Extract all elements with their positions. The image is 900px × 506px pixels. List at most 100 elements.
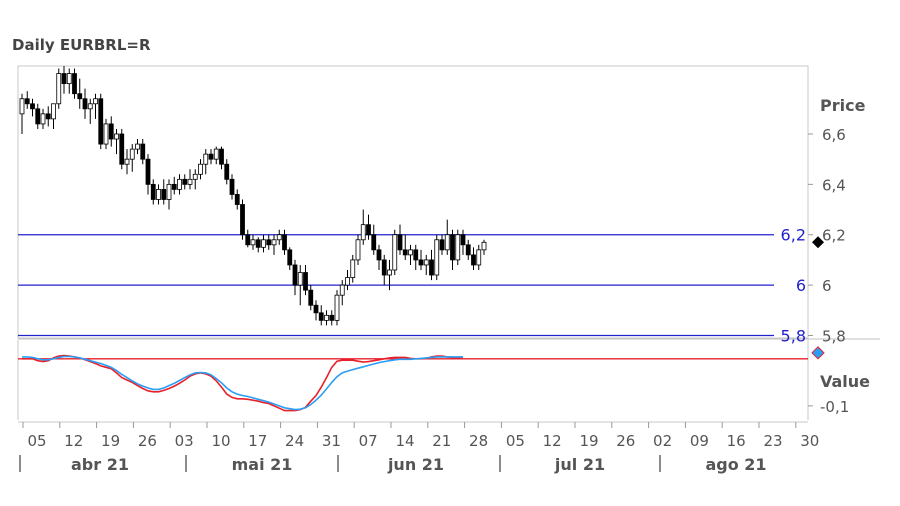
last-value-marker bbox=[811, 346, 825, 360]
candle-20 bbox=[124, 149, 130, 175]
candle-8 bbox=[61, 66, 67, 94]
month-label-2: jun 21 bbox=[387, 455, 444, 474]
candle-body bbox=[418, 259, 424, 266]
candle-62 bbox=[345, 270, 350, 291]
date-axis: 05 12 19 26 03 10 17 24 31 07 14 21 28 05 12 19 26 02 09 16… bbox=[19, 422, 819, 474]
candle-43 bbox=[245, 229, 251, 248]
indicator-series-0 bbox=[22, 354, 464, 412]
candle-body bbox=[177, 178, 182, 190]
candle-2 bbox=[30, 98, 35, 117]
candle-10 bbox=[72, 68, 77, 99]
candle-body bbox=[87, 103, 93, 110]
candle-body bbox=[271, 239, 277, 246]
candle-72 bbox=[397, 224, 403, 255]
candle-23 bbox=[140, 139, 146, 165]
candle-body bbox=[40, 113, 46, 125]
candle-45 bbox=[255, 237, 261, 253]
candle-body bbox=[313, 304, 319, 314]
candle-78 bbox=[429, 249, 434, 281]
candle-body bbox=[308, 289, 314, 306]
candle-41 bbox=[234, 189, 240, 210]
candle-body bbox=[234, 194, 240, 205]
candle-57 bbox=[318, 305, 324, 326]
candle-body bbox=[119, 133, 125, 165]
candle-body bbox=[30, 103, 35, 110]
candle-86 bbox=[471, 247, 476, 270]
candle-63 bbox=[350, 254, 356, 283]
candle-body bbox=[434, 239, 440, 276]
candle-47 bbox=[266, 234, 272, 250]
candle-body bbox=[287, 249, 293, 266]
candle-body bbox=[324, 314, 329, 321]
candle-69 bbox=[381, 254, 387, 286]
date-label-4: 03 bbox=[175, 432, 194, 450]
candle-body bbox=[465, 244, 471, 256]
candle-body bbox=[292, 264, 298, 286]
level-label-2: 5,8 bbox=[781, 326, 806, 345]
candle-73 bbox=[402, 234, 408, 260]
candle-39 bbox=[224, 159, 230, 185]
candle-37 bbox=[213, 146, 219, 165]
candle-66 bbox=[366, 214, 371, 240]
chart-frame bbox=[17, 65, 880, 423]
candle-body bbox=[245, 234, 251, 246]
candle-46 bbox=[261, 234, 266, 253]
candle-body bbox=[72, 73, 77, 95]
date-label-3: 26 bbox=[138, 432, 157, 450]
candle-31 bbox=[182, 174, 188, 190]
candle-48 bbox=[271, 234, 277, 255]
candle-body bbox=[213, 148, 219, 160]
candle-35 bbox=[203, 149, 209, 175]
date-label-17: 02 bbox=[653, 432, 672, 450]
candle-body bbox=[156, 189, 161, 200]
candle-81 bbox=[444, 219, 450, 255]
candle-79 bbox=[434, 234, 440, 281]
candle-body bbox=[24, 98, 30, 105]
candle-body bbox=[124, 158, 130, 165]
date-label-0: 05 bbox=[27, 432, 46, 450]
candle-13 bbox=[87, 98, 93, 124]
candle-21 bbox=[129, 144, 135, 172]
candle-body bbox=[224, 163, 230, 180]
candle-51 bbox=[287, 247, 293, 270]
candle-body bbox=[397, 234, 403, 251]
candle-body bbox=[471, 254, 476, 266]
candle-19 bbox=[119, 128, 125, 170]
candle-body bbox=[402, 249, 408, 256]
candle-11 bbox=[77, 78, 83, 109]
date-label-15: 19 bbox=[579, 432, 598, 450]
candle-body bbox=[303, 272, 308, 291]
horizontal-level-lines: 6,2 6 5,8 bbox=[18, 226, 806, 345]
candle-body bbox=[266, 239, 272, 246]
candle-17 bbox=[108, 116, 114, 147]
candle-42 bbox=[240, 199, 245, 240]
value-axis-label: Value bbox=[820, 372, 870, 391]
candle-body bbox=[19, 98, 25, 115]
candle-14 bbox=[93, 93, 98, 119]
candle-40 bbox=[229, 174, 235, 200]
candle-body bbox=[108, 123, 114, 140]
candle-body bbox=[318, 312, 324, 321]
candle-body bbox=[439, 239, 445, 251]
candle-49 bbox=[276, 229, 282, 245]
date-label-6: 17 bbox=[248, 432, 267, 450]
candle-body bbox=[240, 204, 245, 236]
candle-30 bbox=[177, 174, 182, 195]
price-tick-label-3: 6,4 bbox=[822, 176, 846, 194]
candle-body bbox=[61, 73, 67, 85]
chart-title: Daily EURBRL=R bbox=[12, 36, 151, 54]
candle-body bbox=[145, 158, 151, 185]
candle-15 bbox=[98, 93, 104, 150]
candle-68 bbox=[376, 244, 382, 270]
date-label-12: 28 bbox=[469, 432, 488, 450]
candle-56 bbox=[313, 300, 319, 321]
candle-body bbox=[66, 73, 72, 85]
candle-61 bbox=[339, 280, 345, 306]
candle-65 bbox=[360, 209, 366, 245]
candle-body bbox=[166, 183, 172, 200]
date-label-11: 21 bbox=[432, 432, 451, 450]
date-label-21: 30 bbox=[800, 432, 819, 450]
candle-5 bbox=[45, 106, 51, 127]
candle-body bbox=[360, 224, 366, 241]
candle-body bbox=[481, 241, 487, 251]
